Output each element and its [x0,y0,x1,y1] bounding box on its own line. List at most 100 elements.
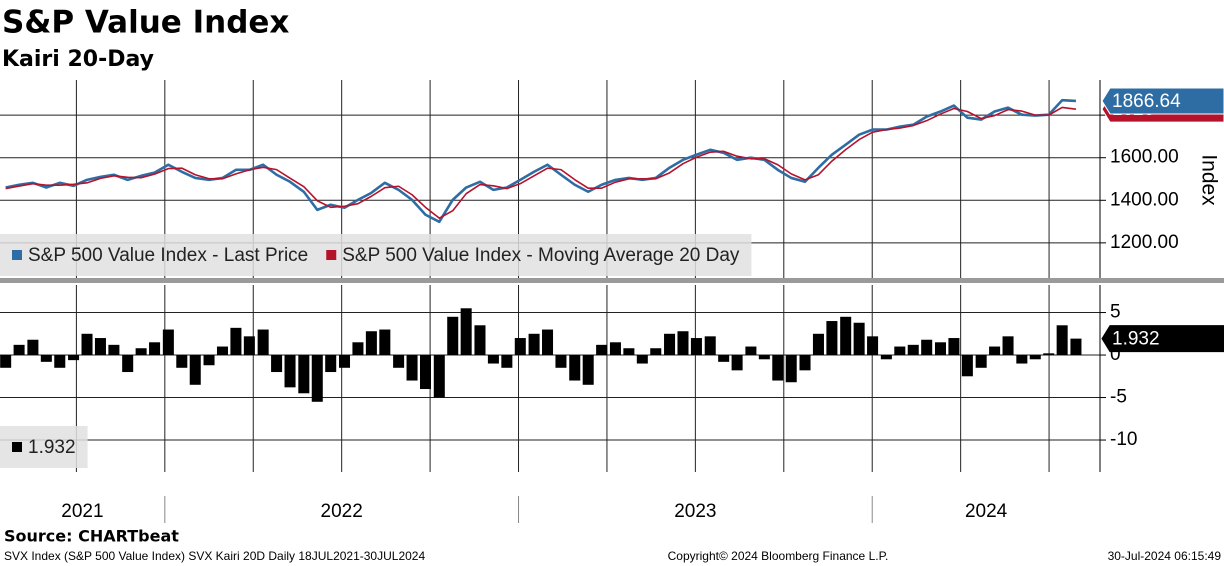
chart-title: S&P Value Index [2,5,289,41]
kairi-bar [731,355,743,371]
kairi-bar [1070,338,1082,356]
kairi-bar [948,338,960,356]
kairi-bar [176,355,188,368]
footer-left: SVX Index (S&P 500 Value Index) SVX Kair… [4,549,425,563]
y-tick-label: 1400.00 [1110,189,1179,210]
kairi-bar [108,344,120,356]
kairi-bar [81,333,93,356]
kairi-bar [623,348,635,356]
legend-box [0,234,752,276]
y-tick-label: 1200.00 [1110,232,1179,253]
kairi-bar [230,327,242,356]
kairi-bar [365,331,377,356]
overlay-layer: S&P 500 Value Index - Last Price S&P 500 … [0,87,1224,276]
kairi-bar [94,338,106,356]
kairi-bar [514,338,526,356]
y-tick-label: 0 [1110,344,1121,365]
legend-label: S&P 500 Value Index - Last Price [28,245,308,266]
kairi-bar [1002,336,1014,356]
kairi-bar [758,355,770,360]
kairi-bar [406,355,418,381]
kairi-bar [894,346,906,356]
kairi-bar [0,355,12,368]
kairi-bar [718,355,730,362]
legend: S&P 500 Value Index - Last Price S&P 500 … [0,234,752,276]
price-line [5,98,1077,224]
kairi-bar [704,336,716,356]
last-value-badge: 1866.64 [1101,87,1224,115]
kairi-bar [40,355,52,362]
kairi-bar [690,338,702,356]
kairi-bar [271,355,283,373]
kairi-bar [853,322,865,356]
badge-shape [1101,87,1224,115]
kairi-bar [325,355,337,373]
overlay-layer: 1.932 1.932 [0,325,1224,468]
kairi-bar [419,355,432,390]
y-tick-label: 1600.00 [1110,147,1179,168]
kairi-bar [54,355,66,368]
kairi-bar [393,355,405,368]
kairi-bar [27,339,39,356]
marks-layer [0,308,1082,402]
badge-label: 1866.64 [1112,91,1181,112]
legend-label: S&P 500 Value Index - Moving Average 20 … [342,245,740,266]
kairi-bar [785,355,797,383]
kairi-bar [582,355,594,385]
kairi-bar [379,329,391,356]
x-tick-label: 2024 [965,501,1008,522]
y-axis-label: Index [1197,154,1220,206]
kairi-bar [921,339,933,356]
kairi-bar [284,355,296,388]
x-tick-label: 2022 [321,501,363,522]
kairi-bar [677,331,689,356]
kairi-bar [135,348,147,356]
kairi-bar [1043,353,1055,356]
kairi-bar [122,355,134,373]
kairi-bar [1029,355,1041,360]
kairi-bar [664,333,676,356]
kairi-bar [745,346,757,356]
kairi-bar [189,355,201,385]
kairi-bar [1016,355,1028,364]
kairi-bar [203,355,215,366]
kairi-bar [934,342,946,356]
kairi-bar [216,346,228,356]
marks-layer [5,98,1077,224]
y-tick-label: 5 [1110,302,1121,323]
kairi-bar [840,316,852,356]
kairi-bar [149,342,161,356]
source: Source: CHARTbeat [4,527,179,546]
y-tick-label: -10 [1110,429,1137,450]
kairi-bar [636,355,648,364]
kairi-bar [68,355,80,361]
footer-right: 30-Jul-2024 06:15:49 [1108,549,1222,563]
kairi-bar [880,355,892,360]
y-tick-label: -5 [1110,387,1127,408]
legend-label: 1.932 [28,437,76,458]
kairi-bar [162,329,174,356]
kairi-bar [433,355,445,398]
last-value-badge: 1.932 [1101,325,1224,353]
kairi-bar [243,336,255,356]
kairi-bar [799,355,811,371]
kairi-bar [596,344,608,356]
price-line [5,106,1077,219]
legend: 1.932 [0,426,88,468]
kairi-bar [257,329,269,356]
kairi-bar [311,355,323,402]
legend-swatch [12,250,22,260]
footer-center: Copyright© 2024 Bloomberg Finance L.P. [668,549,889,563]
kairi-bar [487,355,499,364]
kairi-bar [867,336,879,356]
kairi-bar [812,333,824,356]
badge-label: 1.932 [1112,329,1160,350]
kairi-bar [460,308,472,356]
kairi-bar [298,355,310,394]
legend-swatch [12,442,22,452]
kairi-bar [338,355,351,368]
chart-subtitle: Kairi 20-Day [2,47,154,72]
badge-shape [1101,325,1224,353]
